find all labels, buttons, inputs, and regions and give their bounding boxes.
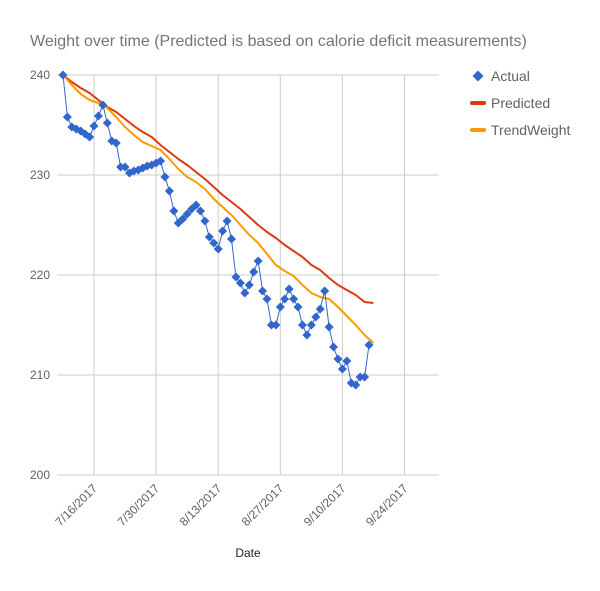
legend-item-actual: Actual (472, 68, 530, 84)
chart-title: Weight over time (Predicted is based on … (30, 33, 527, 50)
actual-point (306, 320, 316, 330)
actual-point (324, 322, 334, 332)
actual-point (102, 118, 112, 128)
actual-point (258, 286, 268, 296)
actual-point (360, 372, 370, 382)
actual-point (262, 294, 272, 304)
actual-point (244, 280, 254, 290)
actual-point (111, 138, 121, 148)
legend-item-predicted: Predicted (470, 95, 550, 111)
actual-point (156, 156, 166, 166)
actual-point (200, 216, 210, 226)
y-axis-ticks: 200 210 220 230 240 (30, 68, 50, 482)
series-trendweight (62, 74, 375, 344)
actual-point (93, 111, 103, 121)
actual-point (289, 294, 299, 304)
actual-point (213, 244, 223, 254)
actual-point (218, 226, 228, 236)
x-axis-title: Date (235, 546, 261, 560)
series-layer (58, 70, 375, 390)
predicted-line (62, 74, 374, 304)
actual-point (253, 256, 263, 266)
actual-point (89, 121, 99, 131)
actual-point (302, 330, 312, 340)
legend: Actual Predicted TrendWeight (470, 68, 570, 138)
actual-point (227, 234, 237, 244)
actual-point (297, 320, 307, 330)
legend-label: Predicted (491, 95, 550, 111)
y-tick-label: 220 (30, 268, 50, 282)
actual-point (351, 380, 361, 390)
legend-label: Actual (491, 68, 530, 84)
actual-point (98, 100, 108, 110)
actual-point (169, 206, 179, 216)
actual-point (333, 354, 343, 364)
actual-point (204, 232, 214, 242)
actual-point (315, 304, 325, 314)
actual-point (342, 356, 352, 366)
actual-point (249, 267, 259, 277)
actual-point (62, 112, 72, 122)
y-tick-label: 200 (30, 468, 50, 482)
actual-point (164, 186, 174, 196)
y-tick-label: 210 (30, 368, 50, 382)
actual-point (120, 162, 130, 172)
actual-point (195, 206, 205, 216)
trendweight-line (62, 74, 375, 344)
legend-item-trendweight: TrendWeight (470, 122, 570, 138)
actual-point (280, 294, 290, 304)
actual-point (364, 340, 374, 350)
actual-point (58, 70, 68, 80)
actual-point (320, 286, 330, 296)
actual-point (329, 342, 339, 352)
series-predicted (62, 74, 374, 304)
actual-point (293, 302, 303, 312)
actual-point (235, 278, 245, 288)
actual-point (231, 272, 241, 282)
legend-diamond-icon (472, 70, 484, 82)
actual-point (182, 209, 192, 219)
actual-point (85, 132, 95, 142)
actual-point (271, 320, 281, 330)
actual-point (275, 302, 285, 312)
actual-point (337, 364, 347, 374)
y-tick-label: 230 (30, 168, 50, 182)
actual-point (222, 216, 232, 226)
actual-point (284, 284, 294, 294)
y-tick-label: 240 (30, 68, 50, 82)
actual-point (240, 288, 250, 298)
actual-point (178, 214, 188, 224)
actual-point (160, 172, 170, 182)
series-actual (58, 70, 374, 390)
legend-label: TrendWeight (491, 122, 570, 138)
actual-point (311, 312, 321, 322)
actual-point (209, 238, 219, 248)
actual-point (191, 200, 201, 210)
